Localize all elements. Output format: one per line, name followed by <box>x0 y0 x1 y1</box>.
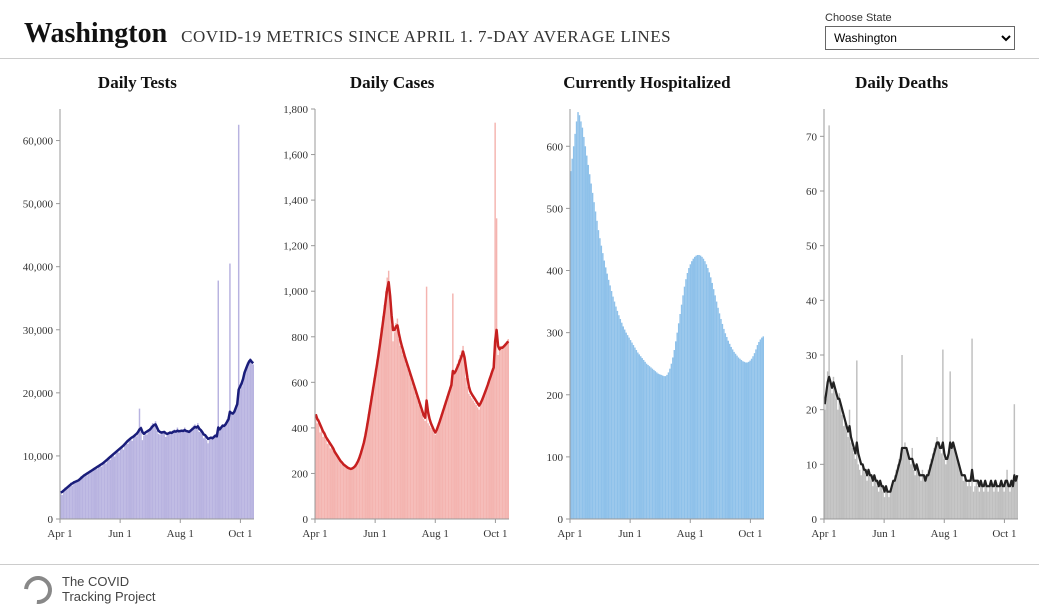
svg-text:70: 70 <box>806 131 818 143</box>
chart-svg: 0 10 20 30 40 50 60 70 Apr 1 Jun 1 Aug 1 Oct 1 <box>776 99 1026 559</box>
chart-title: Daily Tests <box>12 73 263 93</box>
chart-title: Currently Hospitalized <box>522 73 773 93</box>
state-selector: Choose State Washington <box>825 12 1015 50</box>
svg-text:60,000: 60,000 <box>23 136 54 148</box>
svg-text:Oct 1: Oct 1 <box>228 528 252 540</box>
svg-text:Apr 1: Apr 1 <box>812 528 837 540</box>
footer-line1: The COVID <box>62 575 155 590</box>
svg-text:Oct 1: Oct 1 <box>738 528 762 540</box>
svg-text:Aug 1: Aug 1 <box>167 528 194 540</box>
svg-text:Oct 1: Oct 1 <box>993 528 1017 540</box>
page-subtitle: COVID-19 METRICS SINCE APRIL 1. 7-DAY AV… <box>181 27 671 47</box>
footer-attribution: The COVID Tracking Project <box>62 575 155 605</box>
footer: The COVID Tracking Project <box>0 565 1039 615</box>
svg-text:Apr 1: Apr 1 <box>302 528 327 540</box>
svg-text:10: 10 <box>806 459 818 471</box>
svg-text:60: 60 <box>806 186 818 198</box>
svg-text:300: 300 <box>546 328 563 340</box>
svg-text:Aug 1: Aug 1 <box>676 528 703 540</box>
svg-text:Jun 1: Jun 1 <box>108 528 132 540</box>
chart-panel: Daily Deaths 0 10 20 30 40 50 60 70 Apr 1 Jun 1 Aug… <box>774 65 1029 564</box>
chart-title: Daily Cases <box>267 73 518 93</box>
svg-text:40,000: 40,000 <box>23 262 54 274</box>
svg-text:40: 40 <box>806 295 818 307</box>
svg-text:100: 100 <box>546 452 563 464</box>
svg-text:30,000: 30,000 <box>23 325 54 337</box>
svg-text:1,000: 1,000 <box>283 286 308 298</box>
svg-text:0: 0 <box>48 514 54 526</box>
svg-text:800: 800 <box>291 332 308 344</box>
chart-svg: 0 10,000 20,000 30,000 40,000 50,000 60,000 Apr… <box>12 99 262 559</box>
svg-text:500: 500 <box>546 203 563 215</box>
chart-title: Daily Deaths <box>776 73 1027 93</box>
svg-text:Aug 1: Aug 1 <box>931 528 958 540</box>
svg-text:600: 600 <box>546 141 563 153</box>
tracking-project-logo-icon <box>18 570 57 609</box>
svg-text:10,000: 10,000 <box>23 451 54 463</box>
svg-text:20,000: 20,000 <box>23 388 54 400</box>
chart-panel: Currently Hospitalized 0 100 200 300 400 500 60… <box>520 65 775 564</box>
header: Washington COVID-19 METRICS SINCE APRIL … <box>0 0 1039 59</box>
svg-text:1,800: 1,800 <box>283 104 308 116</box>
svg-text:Oct 1: Oct 1 <box>483 528 507 540</box>
svg-text:30: 30 <box>806 350 818 362</box>
svg-text:0: 0 <box>812 514 818 526</box>
chart-svg: 0 100 200 300 400 500 600 Apr 1 Jun 1 Aug 1 Oct 1 <box>522 99 772 559</box>
svg-text:Jun 1: Jun 1 <box>873 528 897 540</box>
svg-text:1,400: 1,400 <box>283 195 308 207</box>
charts-row: Daily Tests 0 10,000 20,000 30,000 40,000 50,0… <box>0 59 1039 565</box>
svg-text:600: 600 <box>291 377 308 389</box>
state-dropdown[interactable]: Washington <box>825 26 1015 50</box>
svg-text:Apr 1: Apr 1 <box>557 528 582 540</box>
svg-text:1,200: 1,200 <box>283 241 308 253</box>
svg-text:Jun 1: Jun 1 <box>363 528 387 540</box>
chart-panel: Daily Tests 0 10,000 20,000 30,000 40,000 50,0… <box>10 65 265 564</box>
svg-text:400: 400 <box>291 423 308 435</box>
svg-text:1,600: 1,600 <box>283 150 308 162</box>
footer-line2: Tracking Project <box>62 590 155 605</box>
svg-text:400: 400 <box>546 266 563 278</box>
svg-text:Jun 1: Jun 1 <box>618 528 642 540</box>
svg-text:0: 0 <box>557 514 563 526</box>
svg-text:Apr 1: Apr 1 <box>47 528 72 540</box>
svg-text:200: 200 <box>291 468 308 480</box>
svg-text:0: 0 <box>302 514 308 526</box>
chart-svg: 0 200 400 600 800 1,000 1,200 1,400 1,600 1,800 Ap… <box>267 99 517 559</box>
svg-text:200: 200 <box>546 390 563 402</box>
svg-text:50,000: 50,000 <box>23 199 54 211</box>
selector-label: Choose State <box>825 12 1015 24</box>
svg-text:50: 50 <box>806 241 818 253</box>
state-title: Washington <box>24 18 167 50</box>
svg-text:20: 20 <box>806 405 818 417</box>
chart-panel: Daily Cases 0 200 400 600 800 1,000 1,200 1,400 1… <box>265 65 520 564</box>
svg-text:Aug 1: Aug 1 <box>421 528 448 540</box>
title-block: Washington COVID-19 METRICS SINCE APRIL … <box>24 18 671 50</box>
